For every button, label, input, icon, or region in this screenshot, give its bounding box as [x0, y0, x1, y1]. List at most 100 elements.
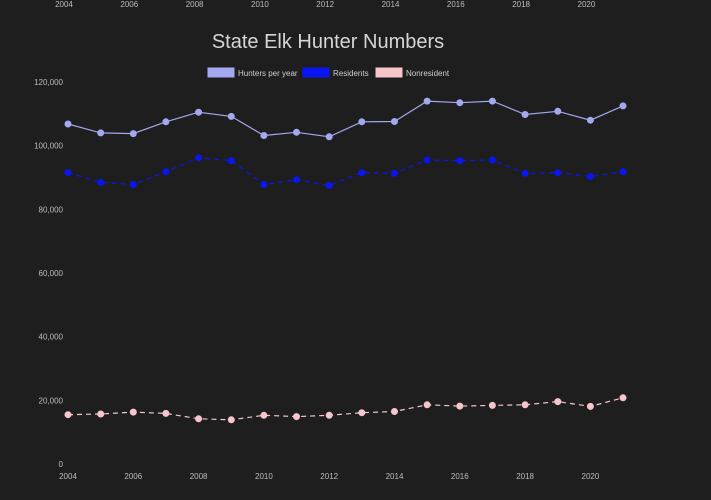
data-point[interactable]: [358, 118, 366, 126]
y-tick-label: 120,000: [34, 78, 63, 87]
series-layer: [64, 97, 627, 424]
data-point[interactable]: [325, 133, 333, 141]
data-point[interactable]: [521, 401, 529, 409]
series-group: [64, 97, 627, 141]
top-x-tick-label: 2014: [382, 0, 400, 9]
legend-label: Hunters per year: [238, 69, 298, 78]
series-group: [64, 154, 627, 189]
y-tick-label: 40,000: [39, 333, 64, 342]
legend-swatch: [302, 67, 330, 78]
x-tick-label: 2006: [124, 472, 142, 481]
data-point[interactable]: [521, 169, 529, 177]
x-tick-label: 2018: [516, 472, 534, 481]
data-point[interactable]: [227, 112, 235, 120]
data-point[interactable]: [488, 401, 496, 409]
x-tick-label: 2010: [255, 472, 273, 481]
top-x-tick-label: 2010: [251, 0, 269, 9]
data-point[interactable]: [227, 416, 235, 424]
y-tick-label: 100,000: [34, 142, 63, 151]
top-x-tick-label: 2016: [447, 0, 465, 9]
data-point[interactable]: [456, 99, 464, 107]
data-point[interactable]: [586, 402, 594, 410]
data-point[interactable]: [554, 398, 562, 406]
top-x-tick-label: 2004: [55, 0, 73, 9]
data-point[interactable]: [619, 168, 627, 176]
data-point[interactable]: [97, 410, 105, 418]
data-point[interactable]: [162, 409, 170, 417]
data-point[interactable]: [64, 120, 72, 128]
data-point[interactable]: [586, 116, 594, 124]
data-point[interactable]: [456, 157, 464, 165]
y-tick-label: 80,000: [39, 205, 64, 214]
data-point[interactable]: [619, 102, 627, 110]
data-point[interactable]: [423, 97, 431, 105]
y-tick-label: 60,000: [39, 269, 64, 278]
x-tick-label: 2004: [59, 472, 77, 481]
data-point[interactable]: [129, 181, 137, 188]
data-point[interactable]: [195, 415, 203, 423]
data-point[interactable]: [64, 169, 72, 177]
data-point[interactable]: [162, 118, 170, 126]
top-x-tick-label: 2020: [578, 0, 596, 9]
top-x-axis: 2004 2006 2008 2010 2012 2014 2016 2018 2020: [55, 0, 596, 9]
data-point[interactable]: [260, 132, 268, 139]
data-point[interactable]: [129, 130, 137, 138]
data-point[interactable]: [195, 154, 203, 162]
data-point[interactable]: [391, 169, 398, 177]
data-point[interactable]: [554, 169, 562, 177]
data-point[interactable]: [195, 108, 203, 116]
top-x-tick-label: 2006: [120, 0, 138, 9]
legend-label: Nonresident: [406, 69, 450, 78]
top-x-tick-label: 2018: [512, 0, 530, 9]
data-point[interactable]: [358, 409, 366, 417]
data-point[interactable]: [260, 411, 268, 419]
x-tick-label: 2016: [451, 472, 469, 481]
data-point[interactable]: [456, 402, 464, 410]
data-point[interactable]: [129, 408, 137, 416]
data-point[interactable]: [619, 394, 627, 402]
data-point[interactable]: [391, 118, 398, 125]
data-point[interactable]: [293, 176, 300, 184]
data-point[interactable]: [554, 107, 562, 115]
data-point[interactable]: [391, 408, 398, 415]
x-tick-label: 2008: [190, 472, 208, 481]
series-line: [67, 100, 624, 138]
legend[interactable]: Hunters per year Residents Nonresident: [207, 67, 450, 78]
legend-label: Residents: [333, 69, 369, 78]
y-tick-label: 0: [59, 460, 64, 469]
data-point[interactable]: [358, 169, 366, 177]
data-point[interactable]: [325, 411, 333, 419]
legend-item[interactable]: Residents: [302, 67, 369, 78]
y-tick-label: 20,000: [39, 396, 64, 405]
data-point[interactable]: [521, 111, 529, 118]
data-point[interactable]: [293, 413, 300, 421]
data-point[interactable]: [325, 182, 333, 189]
data-point[interactable]: [64, 411, 72, 419]
data-point[interactable]: [227, 157, 235, 165]
top-x-tick-label: 2012: [316, 0, 334, 9]
data-point[interactable]: [97, 178, 105, 186]
x-tick-label: 2012: [320, 472, 338, 481]
legend-item[interactable]: Nonresident: [375, 67, 450, 78]
top-x-tick-label: 2008: [186, 0, 204, 9]
data-point[interactable]: [423, 156, 431, 164]
legend-item[interactable]: Hunters per year: [207, 67, 298, 78]
data-point[interactable]: [488, 97, 496, 105]
data-point[interactable]: [586, 173, 594, 180]
data-point[interactable]: [162, 168, 170, 176]
data-point[interactable]: [97, 129, 105, 137]
series-line: [67, 157, 624, 187]
chart-title: State Elk Hunter Numbers: [212, 31, 444, 53]
data-point[interactable]: [260, 181, 268, 188]
x-tick-label: 2014: [386, 472, 404, 481]
data-point[interactable]: [423, 401, 431, 409]
data-point[interactable]: [488, 156, 496, 164]
data-point[interactable]: [293, 128, 300, 136]
legend-swatch: [207, 67, 235, 78]
x-axis: 2004 2006 2008 2010 2012 2014 2016 2018 2020: [59, 472, 600, 481]
y-axis: 0 20,000 40,000 60,000 80,000 100,000 120,000: [34, 78, 63, 469]
series-group: [64, 394, 627, 424]
x-tick-label: 2020: [582, 472, 600, 481]
